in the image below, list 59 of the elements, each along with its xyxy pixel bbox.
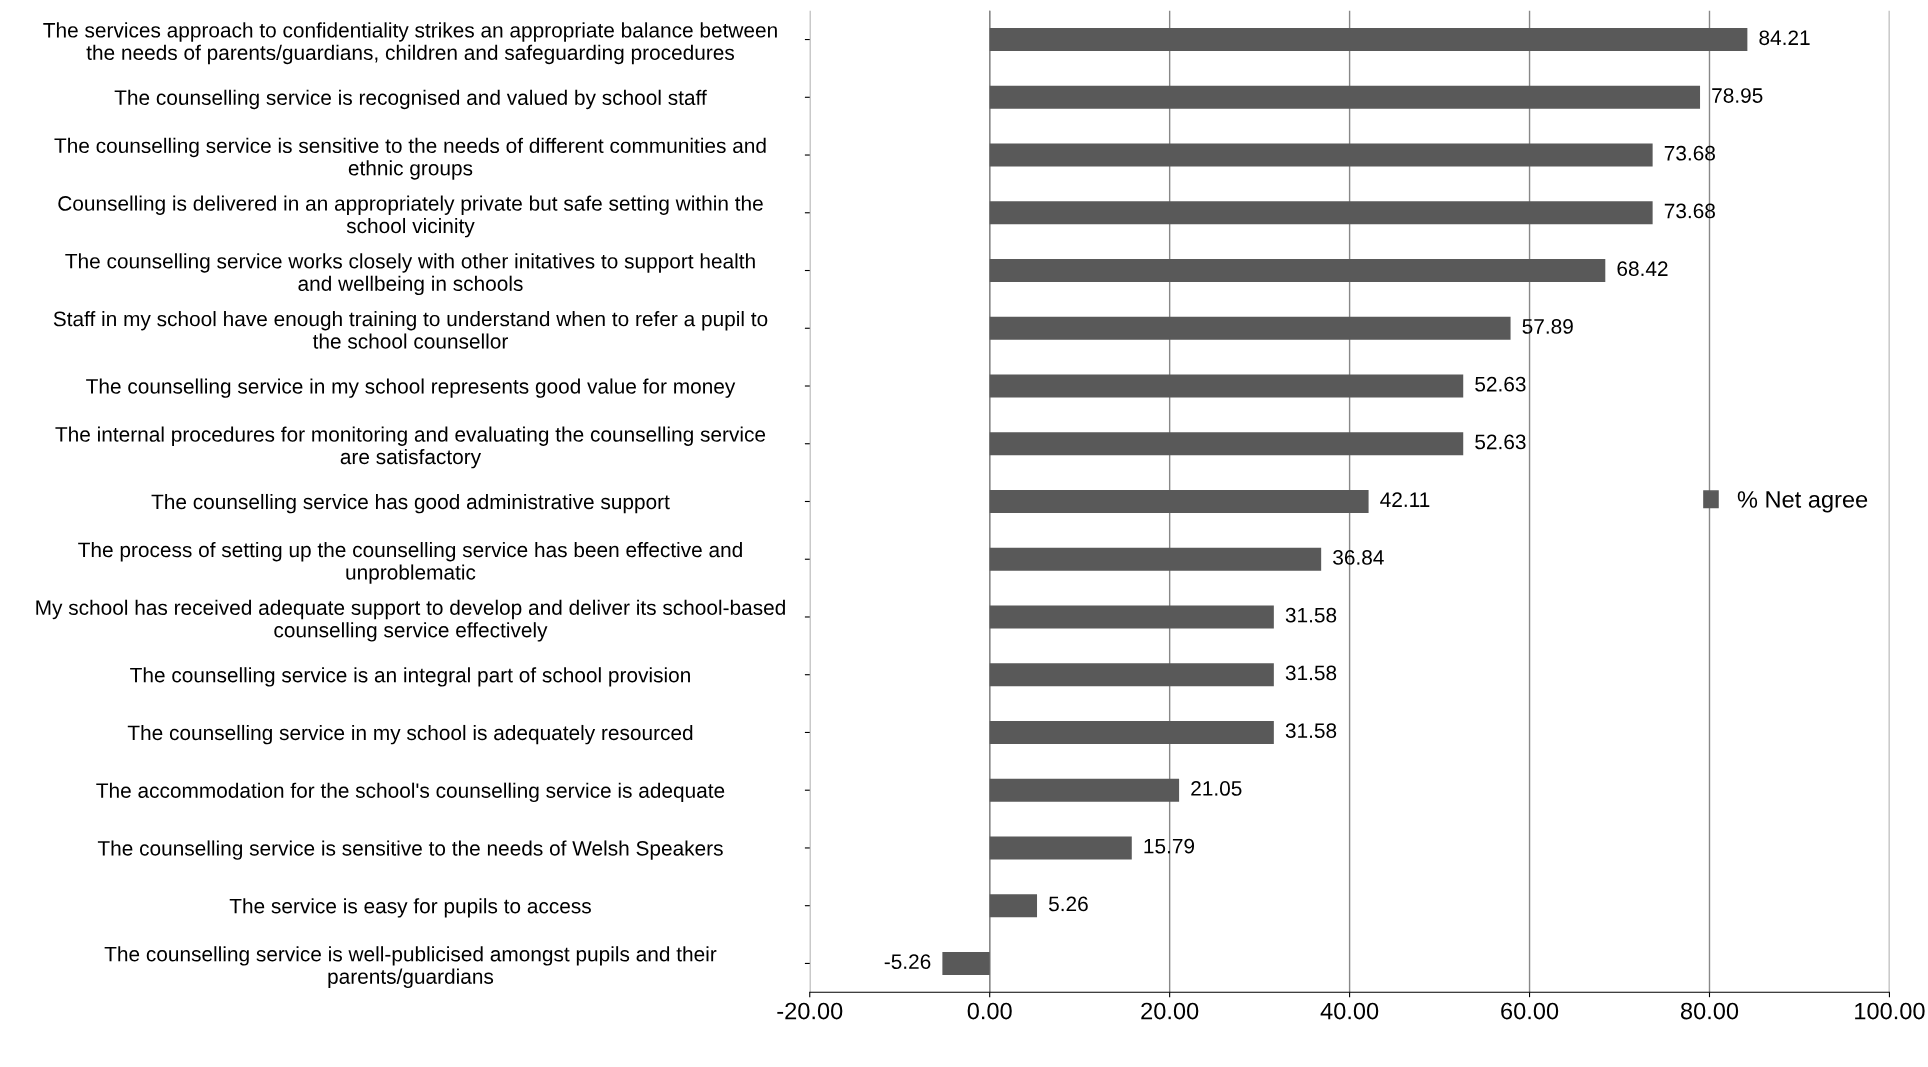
y-tick-label: The counselling service in my school represents good value for money xyxy=(86,378,736,398)
x-tick-label: 60.00 xyxy=(1501,1002,1559,1020)
y-tick-label: The counselling service is sensitive to the needs of different communities and ethnic groups xyxy=(54,137,766,180)
y-tick-label: The counselling service has good administrative support xyxy=(151,493,670,514)
data-label: 78.95 xyxy=(1712,88,1763,103)
data-label: 5.26 xyxy=(1048,896,1088,912)
x-tick-label: 40.00 xyxy=(1320,1002,1379,1020)
y-tick-label: The counselling service is recognised and valued by school staff xyxy=(114,89,707,110)
bar xyxy=(989,605,1274,629)
bar xyxy=(989,894,1038,918)
y-tick-label: Staff in my school have enough training to understand when to refer a pupil to the school counsellor xyxy=(53,311,768,349)
bar xyxy=(989,374,1464,398)
bar xyxy=(989,489,1369,514)
y-tick-label: The service is easy for pupils to access xyxy=(229,898,591,918)
data-label: 31.58 xyxy=(1285,723,1337,739)
x-tick-label: -20.00 xyxy=(777,1002,843,1020)
y-tick-label: The services approach to confidentiality strikes an appropriate balance between the needs of parents/guardians, children and safeguarding procedures xyxy=(43,22,777,65)
y-tick-label: The counselling service is sensitive to the needs of Welsh Speakers xyxy=(97,840,723,860)
data-label: 73.68 xyxy=(1664,203,1715,219)
bar xyxy=(989,720,1274,745)
x-tick-label: 80.00 xyxy=(1680,1002,1739,1020)
bar xyxy=(989,836,1132,860)
data-label: 73.68 xyxy=(1664,145,1715,161)
y-tick-label: The process of setting up the counselling service has been effective and unproblematic xyxy=(78,541,742,584)
data-label: 52.63 xyxy=(1475,376,1526,392)
data-label: 36.84 xyxy=(1333,550,1384,565)
y-tick-label: The counselling service works closely with other initatives to support health and wellbeing in schools xyxy=(65,253,755,296)
data-label: 21.05 xyxy=(1191,781,1242,796)
legend-label: % Net agree xyxy=(1737,491,1868,513)
bar xyxy=(989,316,1511,340)
y-tick-label: The counselling service in my school is adequately resourced xyxy=(127,724,693,745)
data-label: 57.89 xyxy=(1522,319,1573,334)
data-label: 42.11 xyxy=(1380,492,1430,507)
bar xyxy=(989,85,1701,109)
bar xyxy=(989,778,1180,802)
y-tick-label: Counselling is delivered in an appropriately private but safe setting within the school vicinity xyxy=(58,195,763,238)
data-label: 84.21 xyxy=(1759,30,1810,46)
x-tick-label: 0.00 xyxy=(967,1002,1012,1020)
y-tick-label: The internal procedures for monitoring and evaluating the counselling service are satisfactory xyxy=(55,426,766,469)
y-tick-label: The counselling service is an integral part of school provision xyxy=(130,667,690,687)
x-tick-label: 20.00 xyxy=(1141,1002,1199,1020)
data-label: 31.58 xyxy=(1285,665,1337,681)
data-label: 31.58 xyxy=(1285,607,1337,623)
x-tick-label: 100.00 xyxy=(1855,1002,1925,1020)
y-tick-label: My school has received adequate support to develop and deliver its school-based counselling service effectively xyxy=(36,599,785,642)
bar xyxy=(989,547,1322,571)
bar xyxy=(989,201,1653,225)
data-label: -5.26 xyxy=(884,954,931,970)
bar xyxy=(989,143,1653,167)
data-label: 15.79 xyxy=(1144,838,1195,854)
bar xyxy=(989,432,1464,456)
data-label: 52.63 xyxy=(1475,434,1526,450)
y-tick-label: The counselling service is well-publicised amongst pupils and their parents/guardians xyxy=(104,946,717,989)
bar xyxy=(989,663,1274,687)
y-tick-label: The accommodation for the school's counselling service is adequate xyxy=(96,782,725,803)
bar xyxy=(989,258,1606,283)
bar xyxy=(989,27,1748,52)
bar xyxy=(942,951,990,975)
data-label: 68.42 xyxy=(1617,261,1668,277)
